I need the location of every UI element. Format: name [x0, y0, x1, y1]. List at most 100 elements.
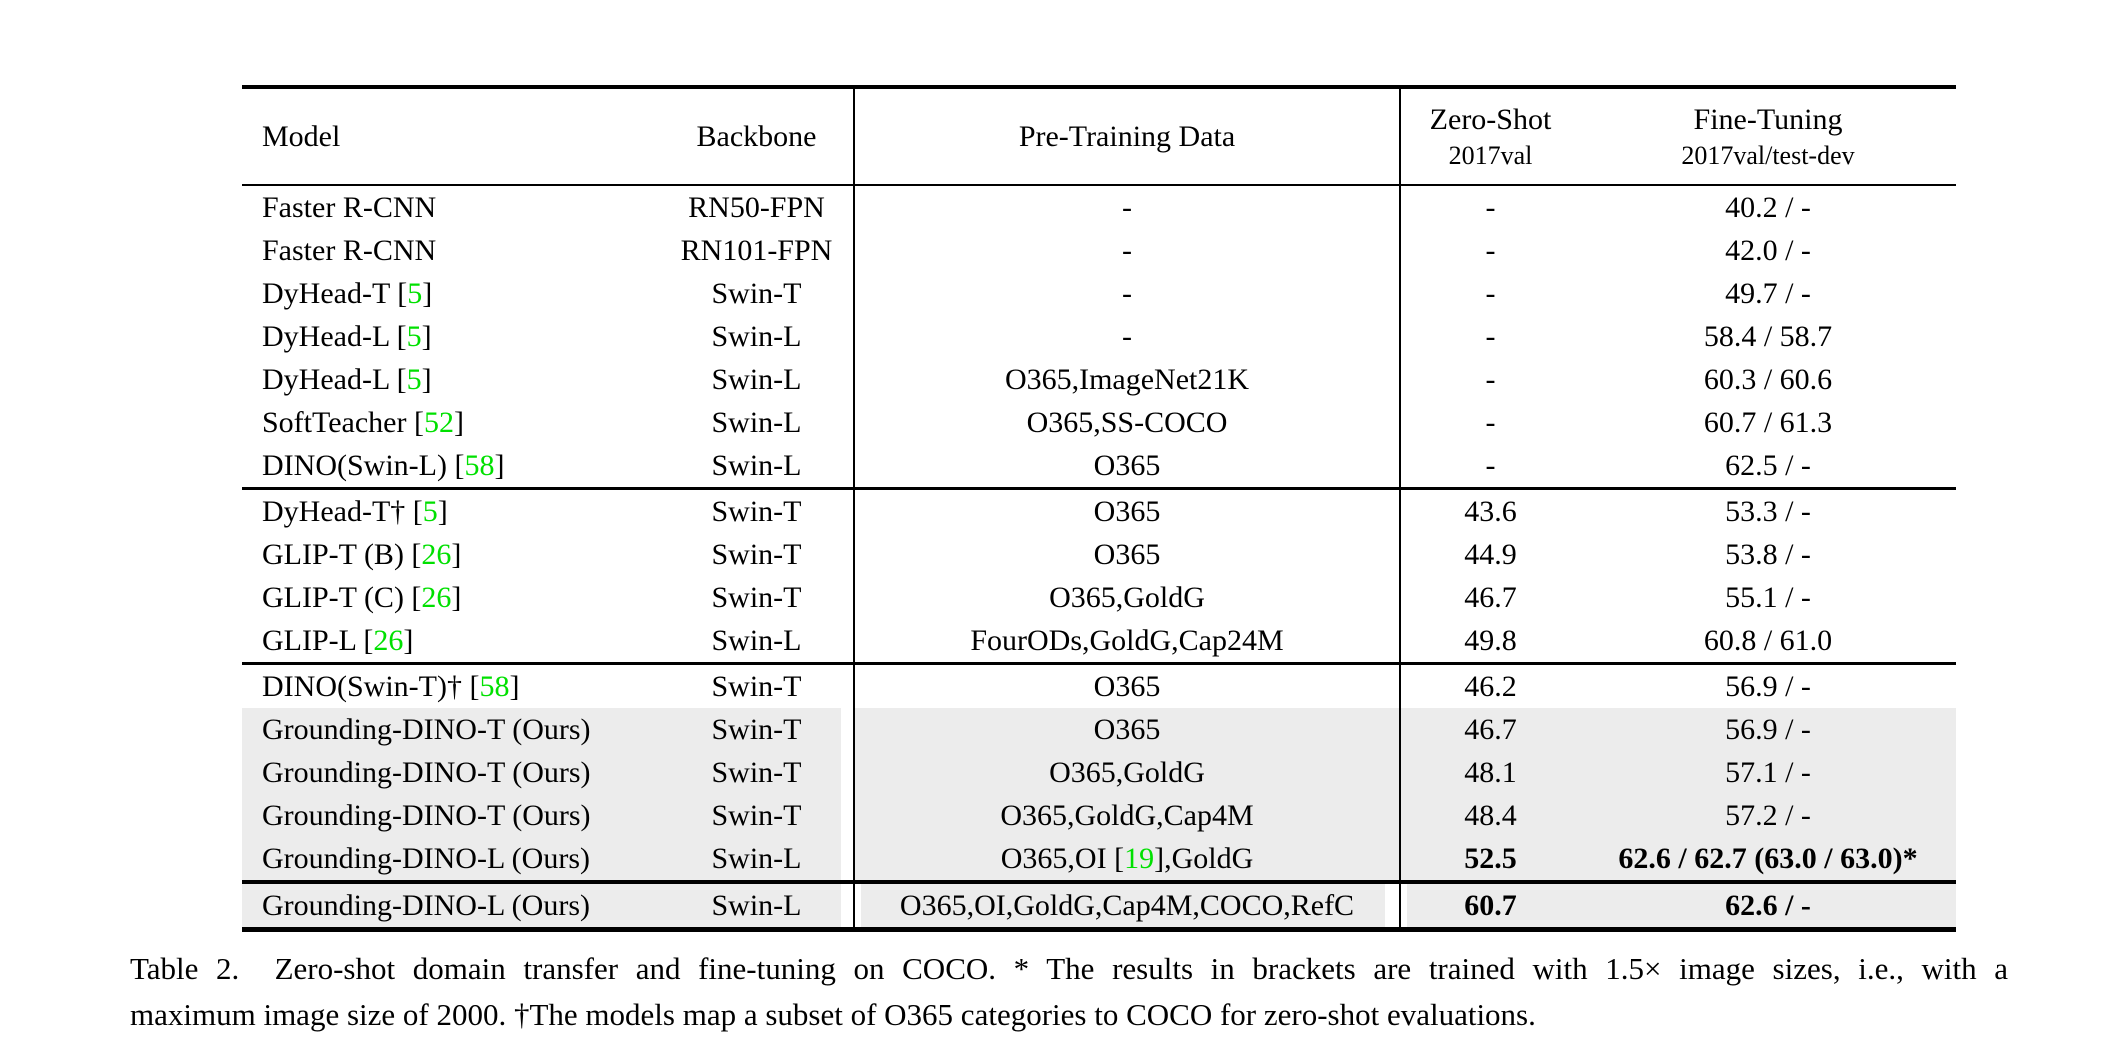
zeroshot-value: 48.1	[1464, 755, 1517, 789]
citation-link[interactable]: 5	[406, 319, 422, 353]
finetune-cell: 53.8 / -	[1580, 533, 1956, 576]
pretrain-text: O365,GoldG	[1049, 580, 1205, 614]
header-zeroshot-title: Zero-Shot	[1429, 102, 1552, 136]
pretrain-cell: -	[853, 315, 1400, 358]
citation-link[interactable]: 5	[407, 276, 423, 310]
table-section: DyHead-T† [5] Swin-T O365 43.6 53.3 / - GLIP-…	[242, 488, 1956, 664]
backbone-cell: Swin-L	[660, 837, 854, 882]
model-cell: Faster R-CNN	[242, 229, 660, 272]
zeroshot-cell: 49.8	[1399, 619, 1580, 664]
zeroshot-cell: -	[1399, 401, 1580, 444]
citation-link[interactable]: 26	[373, 623, 404, 657]
caption-line: Table 2. Zero-shot domain transfer and f…	[130, 951, 2008, 986]
citation-link[interactable]: 26	[421, 580, 452, 614]
table-row: DyHead-L [5] Swin-L O365,ImageNet21K - 60.3 …	[242, 358, 1956, 401]
zeroshot-value: -	[1485, 448, 1496, 482]
finetune-value: 55.1 / -	[1725, 580, 1811, 614]
finetune-value: 62.5 / -	[1725, 448, 1811, 482]
backbone-cell: Swin-T	[660, 272, 854, 315]
header-row: Model Backbone Pre-Training Data Zero-Sh…	[242, 87, 1956, 185]
backbone-cell: Swin-T	[660, 708, 854, 751]
citation-link[interactable]: 26	[421, 537, 452, 571]
backbone-value: Swin-T	[711, 580, 802, 614]
pretrain-text: -	[1122, 319, 1132, 353]
finetune-cell: 53.3 / -	[1580, 489, 1956, 534]
table-row: Grounding-DINO-T (Ours) Swin-T O365 46.7 56.…	[242, 708, 1956, 751]
citation-link[interactable]: 19	[1124, 841, 1155, 875]
zeroshot-cell: 52.5	[1399, 837, 1580, 882]
pretrain-cell: O365	[853, 488, 1400, 533]
model-text: GLIP-T (C) [	[262, 580, 422, 614]
backbone-value: Swin-L	[711, 841, 802, 875]
backbone-cell: Swin-L	[660, 882, 854, 930]
header-finetune-title: Fine-Tuning	[1693, 102, 1843, 136]
citation-link[interactable]: 5	[422, 494, 438, 528]
backbone-cell: RN50-FPN	[660, 185, 854, 229]
header-pretrain: Pre-Training Data	[853, 87, 1400, 185]
pretrain-cell: -	[853, 229, 1400, 272]
backbone-value: Swin-T	[711, 755, 802, 789]
backbone-cell: Swin-T	[660, 489, 854, 534]
model-cell: Grounding-DINO-L (Ours)	[242, 882, 660, 930]
pretrain-cell: FourODs,GoldG,Cap24M	[853, 619, 1400, 664]
backbone-value: Swin-L	[711, 319, 802, 353]
backbone-value: RN101-FPN	[680, 233, 833, 267]
finetune-cell: 60.3 / 60.6	[1580, 358, 1956, 401]
zeroshot-cell: -	[1399, 444, 1580, 489]
citation-link[interactable]: 58	[479, 669, 510, 703]
zeroshot-value: -	[1485, 190, 1496, 224]
model-text: DINO(Swin-L) [	[262, 448, 465, 482]
header-pretrain-label: Pre-Training Data	[1018, 119, 1236, 153]
table-header: Model Backbone Pre-Training Data Zero-Sh…	[242, 87, 1956, 185]
model-text: DyHead-T [	[262, 276, 408, 310]
zeroshot-value: -	[1485, 362, 1496, 396]
backbone-cell: Swin-T	[660, 576, 854, 619]
citation-link[interactable]: 52	[423, 405, 454, 439]
backbone-value: Swin-T	[711, 537, 802, 571]
finetune-value: 40.2 / -	[1725, 190, 1811, 224]
model-text: DyHead-T† [	[262, 494, 423, 528]
caption-line: maximum image size of 2000. †The models …	[130, 997, 1536, 1032]
finetune-cell: 40.2 / -	[1580, 185, 1956, 229]
pretrain-cell: O365,GoldG	[853, 576, 1400, 619]
table-row: GLIP-T (C) [26] Swin-T O365,GoldG 46.7 55.1 …	[242, 576, 1956, 619]
backbone-cell: RN101-FPN	[660, 229, 854, 272]
pretrain-text: -	[1122, 233, 1132, 267]
zeroshot-cell: 48.4	[1399, 794, 1580, 837]
pretrain-text: O365	[1093, 494, 1161, 528]
table-row: Grounding-DINO-L (Ours) Swin-L O365,OI,Gol…	[242, 882, 1956, 930]
pretrain-text: FourODs,GoldG,Cap24M	[970, 623, 1284, 657]
model-text: ]	[451, 537, 462, 571]
zeroshot-cell: -	[1399, 272, 1580, 315]
finetune-cell: 42.0 / -	[1580, 229, 1956, 272]
table-section: DINO(Swin-T)† [58] Swin-T O365 46.2 56.9 / -…	[242, 663, 1956, 882]
citation-link[interactable]: 58	[464, 448, 495, 482]
pretrain-cell: O365,OI [19],GoldG	[853, 837, 1400, 882]
pretrain-text: O365	[1093, 448, 1161, 482]
model-text: GLIP-T (B) [	[262, 537, 422, 571]
backbone-cell: Swin-L	[660, 444, 854, 489]
citation-link[interactable]: 5	[406, 362, 422, 396]
table-caption: Table 2. Zero-shot domain transfer and f…	[130, 946, 2008, 1038]
pretrain-text: -	[1122, 276, 1132, 310]
backbone-cell: Swin-T	[660, 664, 854, 709]
finetune-cell: 62.5 / -	[1580, 444, 1956, 489]
pretrain-cell: O365,GoldG,Cap4M	[853, 794, 1400, 837]
backbone-cell: Swin-T	[660, 794, 854, 837]
table-section: Grounding-DINO-L (Ours) Swin-L O365,OI,Gol…	[242, 882, 1956, 930]
pretrain-text: O365,GoldG	[1049, 755, 1205, 789]
table-row: DyHead-T† [5] Swin-T O365 43.6 53.3 / -	[242, 488, 1956, 534]
backbone-value: Swin-T	[711, 494, 802, 528]
finetune-value: 60.7 / 61.3	[1703, 405, 1833, 439]
backbone-cell: Swin-L	[660, 358, 854, 401]
table-row: Faster R-CNN RN50-FPN - - 40.2 / -	[242, 185, 1956, 229]
model-text: Grounding-DINO-L (Ours)	[262, 888, 590, 922]
model-text: ]	[451, 580, 462, 614]
zeroshot-value: 48.4	[1464, 798, 1517, 832]
finetune-value: 60.8 / 61.0	[1703, 623, 1833, 657]
backbone-cell: Swin-L	[660, 401, 854, 444]
model-text: ]	[403, 623, 414, 657]
table-row: Grounding-DINO-L (Ours) Swin-L O365,OI [19…	[242, 837, 1956, 882]
table-row: GLIP-T (B) [26] Swin-T O365 44.9 53.8 / -	[242, 533, 1956, 576]
